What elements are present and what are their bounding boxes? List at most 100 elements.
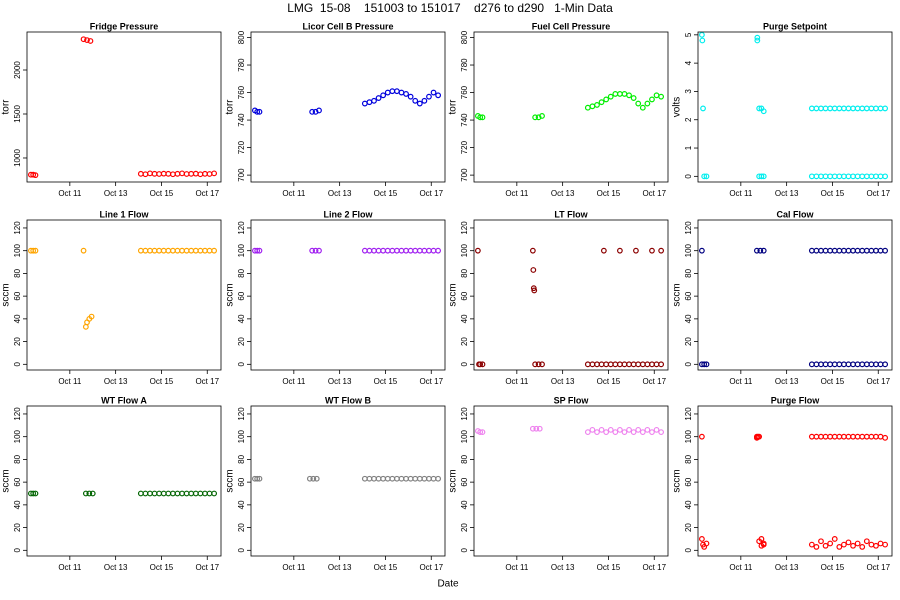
data-point [701, 173, 708, 180]
data-point [850, 542, 856, 549]
y-tick-label: 40 [460, 314, 469, 323]
data-point [479, 429, 486, 436]
data-point [813, 544, 820, 550]
y-tick-label: 100 [13, 429, 22, 443]
data-point [854, 540, 861, 547]
y-axis-label: sccm [225, 283, 236, 306]
y-tick-label: 2 [684, 117, 693, 122]
data-point [827, 540, 834, 547]
data-point [760, 108, 767, 115]
y-tick-label: 40 [13, 314, 22, 323]
y-tick-label: 20 [460, 337, 469, 346]
data-point [756, 538, 763, 545]
data-point [530, 285, 537, 292]
x-tick-label: Oct 13 [775, 189, 799, 198]
x-tick-label: Oct 17 [866, 189, 890, 198]
panel-title: Line 2 Flow [323, 209, 373, 219]
plot-frame [26, 219, 222, 371]
data-point [658, 93, 665, 100]
data-point [32, 490, 39, 497]
x-tick-label: Oct 13 [775, 563, 799, 572]
data-point [808, 541, 815, 548]
y-tick-label: 0 [460, 548, 469, 553]
data-point [626, 92, 632, 99]
data-point [536, 425, 543, 432]
plot-frame [26, 405, 222, 557]
x-tick-label: Oct 17 [419, 377, 443, 386]
y-tick-label: 800 [460, 30, 469, 44]
y-tick-label: 40 [13, 500, 22, 509]
data-point [658, 247, 665, 254]
panel-title: LT Flow [554, 209, 588, 219]
x-tick-label: Oct 15 [597, 377, 621, 386]
y-tick-label: 40 [237, 314, 246, 323]
data-point [649, 96, 655, 103]
x-tick-label: Oct 11 [282, 563, 306, 572]
data-point [698, 247, 705, 254]
x-tick-label: Oct 13 [551, 189, 575, 198]
data-point [407, 93, 414, 100]
data-point [600, 247, 607, 254]
x-tick-label: Oct 17 [195, 189, 219, 198]
y-tick-label: 720 [237, 140, 246, 154]
y-tick-label: 760 [237, 85, 246, 99]
data-point [607, 93, 614, 100]
data-point [818, 538, 824, 545]
data-point [535, 114, 542, 121]
y-tick-label: 80 [237, 454, 246, 463]
plot-frame [473, 31, 669, 183]
data-point [412, 97, 419, 104]
data-point [699, 37, 706, 44]
data-point [703, 361, 710, 368]
y-tick-label: 0 [13, 362, 22, 367]
data-point [529, 247, 536, 254]
data-point [701, 361, 708, 368]
panel-title: Line 1 Flow [99, 209, 149, 219]
y-tick-label: 780 [460, 58, 469, 72]
data-point [822, 542, 829, 549]
data-point [612, 429, 619, 436]
data-point [758, 173, 765, 180]
data-point [375, 95, 382, 101]
data-point [594, 429, 600, 436]
x-tick-label: Oct 15 [597, 189, 621, 198]
data-point [254, 475, 261, 482]
data-point [635, 426, 642, 433]
y-tick-label: 4 [684, 60, 693, 65]
panel-title: WT Flow A [101, 395, 147, 405]
x-tick-label: Oct 15 [821, 377, 845, 386]
data-point [316, 107, 322, 114]
data-point [435, 475, 442, 482]
data-point [603, 429, 610, 436]
y-tick-label: 60 [684, 291, 693, 300]
data-point [859, 544, 866, 550]
data-point [617, 247, 623, 254]
y-tick-label: 760 [460, 85, 469, 99]
y-axis-label: torr [1, 99, 12, 115]
y-tick-label: 0 [684, 362, 693, 367]
y-tick-label: 800 [237, 30, 246, 44]
data-point [630, 429, 637, 436]
panel-title: SP Flow [554, 395, 590, 405]
data-point [371, 97, 377, 104]
y-tick-label: 100 [684, 243, 693, 257]
data-point [760, 247, 767, 254]
y-tick-label: 80 [460, 268, 469, 277]
y-tick-label: 700 [237, 168, 246, 182]
data-point [594, 102, 600, 108]
y-tick-label: 120 [237, 221, 246, 235]
x-tick-label: Oct 15 [150, 377, 174, 386]
data-point [477, 361, 484, 368]
y-tick-label: 60 [237, 477, 246, 486]
x-tick-label: Oct 11 [505, 563, 529, 572]
data-point [416, 100, 423, 107]
data-point [598, 426, 605, 433]
data-point [380, 92, 387, 99]
data-point [882, 434, 889, 441]
x-tick-label: Oct 17 [195, 377, 219, 386]
x-tick-label: Oct 15 [374, 563, 398, 572]
data-point [313, 475, 320, 482]
data-point [80, 247, 87, 254]
y-tick-label: 60 [13, 291, 22, 300]
